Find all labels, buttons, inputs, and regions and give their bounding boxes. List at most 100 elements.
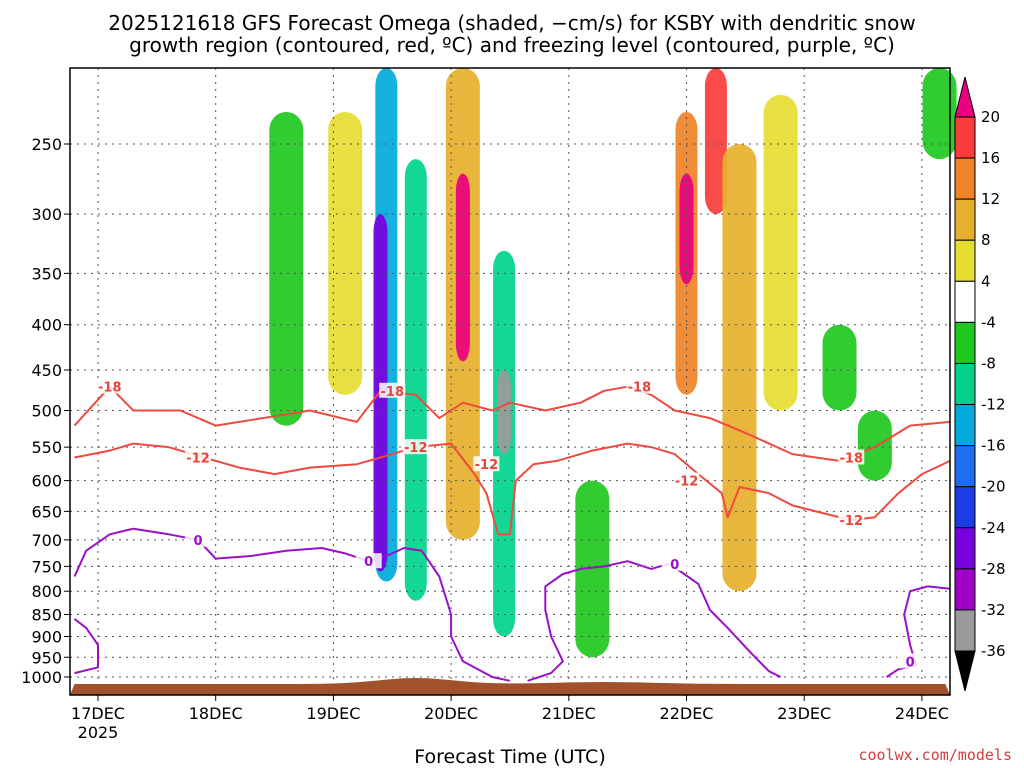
y-tick-label-900: 900 — [31, 627, 62, 646]
credit-label: coolwx.com/models — [858, 746, 1012, 764]
colorbar-top-triangle — [954, 76, 976, 118]
shading-region-4 — [404, 159, 427, 601]
colorbar-segment-8 — [954, 445, 976, 488]
colorbar-tick-6: -8 — [981, 354, 996, 372]
colorbar-tick-7: -12 — [981, 396, 1006, 414]
colorbar-segment-10 — [954, 527, 976, 570]
y-tick-label-700: 700 — [31, 531, 62, 550]
red-contour-label-bg-1-0 — [185, 449, 212, 465]
x-tick-label-20DEC: 20DEC — [424, 704, 478, 723]
red-contour-label-0-1: -18 — [381, 385, 405, 400]
shading-region-8 — [497, 369, 512, 455]
y-tick-label-500: 500 — [31, 402, 62, 421]
purple-contour-3 — [73, 618, 99, 675]
colorbar-tick-3: 8 — [981, 231, 991, 249]
y-tick-label-300: 300 — [31, 205, 62, 224]
plot-area: -18 -18 -18 -18 -12 -12 -12 -12 -12 0 0 0 0 — [69, 67, 957, 696]
purple-contour-label-bg-0-1 — [355, 553, 382, 569]
red-contour-label-bg-0-2 — [626, 378, 653, 394]
colorbar-segment-9 — [954, 486, 976, 529]
colorbar-segment-2 — [954, 198, 976, 241]
red-contour-label-1-2: -12 — [475, 458, 499, 473]
red-contour-label-bg-1-3 — [673, 472, 700, 488]
red-contour-label-1-3: -12 — [675, 475, 699, 490]
red-contour-0 — [73, 385, 951, 462]
shading-region-17 — [922, 68, 957, 160]
colorbar-segment-4 — [954, 280, 976, 323]
colorbar: 20 16 12 8 4 -4 -8 -12 -16 -20 -24 -28 -32 -36 — [954, 76, 1006, 692]
shading-region-14 — [763, 94, 798, 411]
y-tick-label-550: 550 — [31, 438, 62, 457]
y-tick-label-800: 800 — [31, 582, 62, 601]
colorbar-tick-8: -16 — [981, 437, 1006, 455]
purple-contour-label-0-0: 0 — [194, 534, 203, 549]
colorbar-segment-11 — [954, 568, 976, 611]
y-axis: 250 300 350 400 450 500 550 600 650 700 750 800 850 9… — [21, 135, 70, 687]
y-tick-label-350: 350 — [31, 264, 62, 283]
red-contour-label-0-2: -18 — [628, 381, 652, 396]
red-contour-label-bg-0-0 — [96, 378, 123, 394]
x-tick-label-21DEC: 21DEC — [542, 704, 596, 723]
red-contour-1 — [74, 442, 951, 536]
purple-contour-label-bg-0-0 — [185, 531, 212, 547]
colorbar-tick-4: 4 — [981, 272, 991, 290]
y-tick-label-750: 750 — [31, 557, 62, 576]
red-contour-label-bg-1-2 — [473, 456, 500, 472]
x-year-label: 2025 — [78, 723, 119, 742]
colorbar-segment-5 — [954, 321, 976, 364]
purple-contour-label-bg-2-0 — [897, 653, 924, 669]
purple-contour-2 — [886, 585, 951, 678]
y-tick-label-1000: 1000 — [21, 668, 62, 687]
colorbar-segment-1 — [954, 157, 976, 200]
chart-title-line2: growth region (contoured, red, ºC) and f… — [129, 33, 895, 57]
colorbar-tick-9: -20 — [981, 478, 1006, 496]
colorbar-tick-5: -4 — [981, 313, 996, 331]
y-tick-label-650: 650 — [31, 502, 62, 521]
red-contour-label-bg-0-1 — [379, 382, 406, 398]
red-contour-label-bg-0-3 — [838, 449, 865, 465]
shading-region-9 — [575, 480, 610, 658]
colorbar-segment-6 — [954, 362, 976, 406]
shading-region-15 — [822, 324, 857, 411]
red-contour-label-1-1: -12 — [404, 441, 428, 456]
purple-contour-1 — [527, 560, 782, 682]
purple-contour-label-2-0: 0 — [906, 655, 915, 670]
colorbar-tick-13: -36 — [981, 642, 1006, 660]
purple-contour-0 — [73, 527, 511, 682]
y-tick-label-450: 450 — [31, 361, 62, 380]
red-contour-label-1-4: -12 — [840, 514, 864, 529]
y-tick-label-250: 250 — [31, 135, 62, 154]
purple-contour-label-bg-1-0 — [661, 555, 688, 571]
colorbar-segment-3 — [954, 239, 976, 282]
shading-region-1 — [328, 111, 363, 395]
colorbar-tick-1: 16 — [981, 149, 1000, 167]
shading-region-13 — [722, 144, 757, 592]
shading-region-12 — [704, 68, 727, 215]
colorbar-segment-12 — [954, 609, 976, 652]
red-contour-label-0-3: -18 — [840, 451, 864, 466]
colorbar-tick-11: -28 — [981, 560, 1006, 578]
y-tick-label-950: 950 — [31, 648, 62, 667]
x-tick-label-17DEC: 17DEC — [71, 704, 125, 723]
contours: -18 -18 -18 -18 -12 -12 -12 -12 -12 0 0 0 0 — [73, 378, 951, 682]
colorbar-tick-2: 12 — [981, 190, 1000, 208]
shading-region-6 — [455, 173, 470, 362]
x-tick-label-19DEC: 19DEC — [306, 704, 360, 723]
purple-contour-label-0-1: 0 — [364, 555, 373, 570]
purple-contour-label-1-0: 0 — [670, 558, 679, 573]
colorbar-bottom-triangle — [954, 650, 976, 692]
omega-shading — [269, 68, 957, 658]
colorbar-segment-7 — [954, 404, 976, 447]
colorbar-segment-0 — [954, 116, 976, 159]
shading-region-11 — [679, 173, 694, 285]
x-tick-label-23DEC: 23DEC — [777, 704, 831, 723]
red-contour-label-bg-1-1 — [402, 439, 429, 455]
y-tick-label-850: 850 — [31, 606, 62, 625]
y-tick-label-400: 400 — [31, 316, 62, 335]
shading-region-16 — [857, 410, 892, 481]
x-tick-label-22DEC: 22DEC — [660, 704, 714, 723]
colorbar-tick-10: -24 — [981, 519, 1006, 537]
x-tick-label-18DEC: 18DEC — [189, 704, 243, 723]
shading-region-0 — [269, 111, 304, 426]
ground-terrain — [70, 678, 950, 695]
